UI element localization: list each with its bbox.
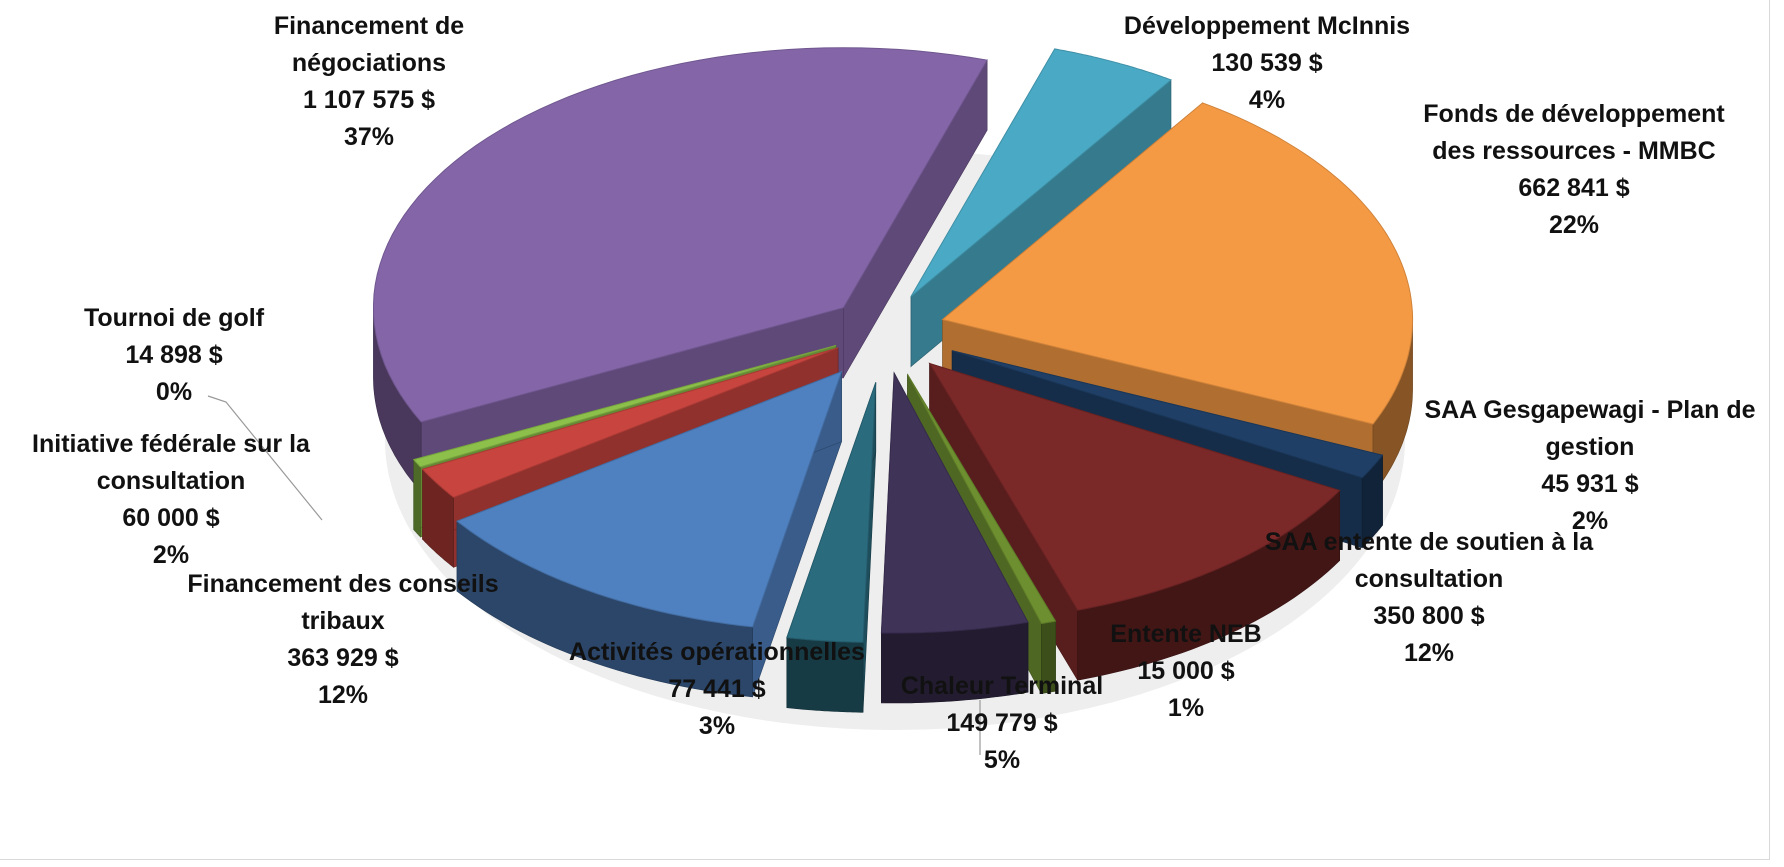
data-label: Chaleur Terminal 149 779 $ 5% — [901, 668, 1103, 779]
data-label: SAA entente de soutien à la consultation 3… — [1265, 524, 1593, 672]
data-label-line: consultation — [96, 467, 246, 495]
data-label: SAA Gesgapewagi - Plan de gestion 45 931 $… — [1424, 392, 1755, 540]
data-label-line: Chaleur Terminal — [900, 672, 1104, 700]
data-label: Tournoi de golf 14 898 $ 0% — [84, 300, 264, 411]
data-label-line: tribaux — [301, 607, 385, 635]
slice-top — [910, 48, 1172, 297]
data-label-line: 22% — [1548, 211, 1600, 239]
data-label-line: consultation — [1354, 565, 1504, 593]
data-label-line: Fonds de développement — [1423, 100, 1725, 128]
data-label-line: 2% — [152, 541, 190, 569]
data-label-line: 60 000 $ — [122, 504, 220, 532]
data-label-line: 1 107 575 $ — [302, 86, 436, 114]
data-label-line: gestion — [1545, 433, 1635, 461]
data-label-line: 12% — [317, 681, 369, 709]
data-label-line: 130 539 $ — [1211, 49, 1323, 77]
data-label-line: SAA entente de soutien à la — [1264, 528, 1594, 556]
data-label-line: 77 441 $ — [668, 675, 766, 703]
data-label: Développement McInnis 130 539 $ 4% — [1124, 8, 1410, 119]
slice-top — [941, 102, 1414, 425]
data-label-line: 1% — [1167, 694, 1205, 722]
data-label-line: 0% — [155, 378, 193, 406]
data-label: Financement des conseils tribaux 363 929 $… — [187, 566, 498, 714]
data-label-line: des ressources - MMBC — [1432, 137, 1716, 165]
data-label-line: SAA Gesgapewagi - Plan de — [1424, 396, 1756, 424]
slice-outer-wall — [413, 458, 421, 538]
data-label-line: Financement des conseils — [187, 570, 499, 598]
data-label-line: 14 898 $ — [125, 341, 223, 369]
data-label: Financement de négociations 1 107 575 $ 37% — [274, 8, 464, 156]
slice-top — [412, 344, 837, 468]
data-label-line: 2% — [1571, 507, 1609, 535]
data-label-line: 149 779 $ — [946, 709, 1058, 737]
data-label: Activités opérationnelles 77 441 $ 3% — [569, 634, 865, 745]
data-label-line: Initiative fédérale sur la — [32, 430, 310, 458]
data-label-line: Développement McInnis — [1123, 12, 1411, 40]
slice-top — [907, 374, 1057, 625]
slice-top — [455, 370, 843, 628]
data-label-line: 363 929 $ — [287, 644, 399, 672]
slice-top — [951, 350, 1384, 479]
data-label: Initiative fédérale sur la consultation 60… — [32, 426, 310, 574]
data-label-line: 662 841 $ — [1518, 174, 1630, 202]
data-label-line: Activités opérationnelles — [569, 638, 865, 666]
data-label-line: 12% — [1403, 639, 1455, 667]
slice-top — [880, 371, 1029, 634]
leader-line — [207, 395, 323, 521]
slice-top — [786, 382, 877, 643]
slice-top — [928, 362, 1341, 611]
data-label-line: Financement de — [273, 12, 465, 40]
slice-top — [372, 47, 988, 423]
data-label-line: 37% — [343, 123, 395, 151]
data-label-line: 45 931 $ — [1541, 470, 1639, 498]
data-label-line: 3% — [698, 712, 736, 740]
data-label-line: 4% — [1248, 86, 1286, 114]
pie-slice — [455, 370, 843, 698]
data-label-line: 15 000 $ — [1137, 657, 1235, 685]
data-label-line: 350 800 $ — [1373, 602, 1485, 630]
data-label-line: négociations — [291, 49, 447, 77]
data-label-line: Tournoi de golf — [83, 304, 265, 332]
pie-slice — [786, 382, 877, 713]
pie-slice — [880, 371, 1029, 704]
slice-top — [421, 347, 839, 498]
data-label: Fonds de développement des ressources - M… — [1423, 96, 1724, 244]
data-label-line: Entente NEB — [1110, 620, 1262, 648]
data-label-line: 5% — [983, 746, 1021, 774]
data-label: Entente NEB 15 000 $ 1% — [1110, 616, 1261, 727]
